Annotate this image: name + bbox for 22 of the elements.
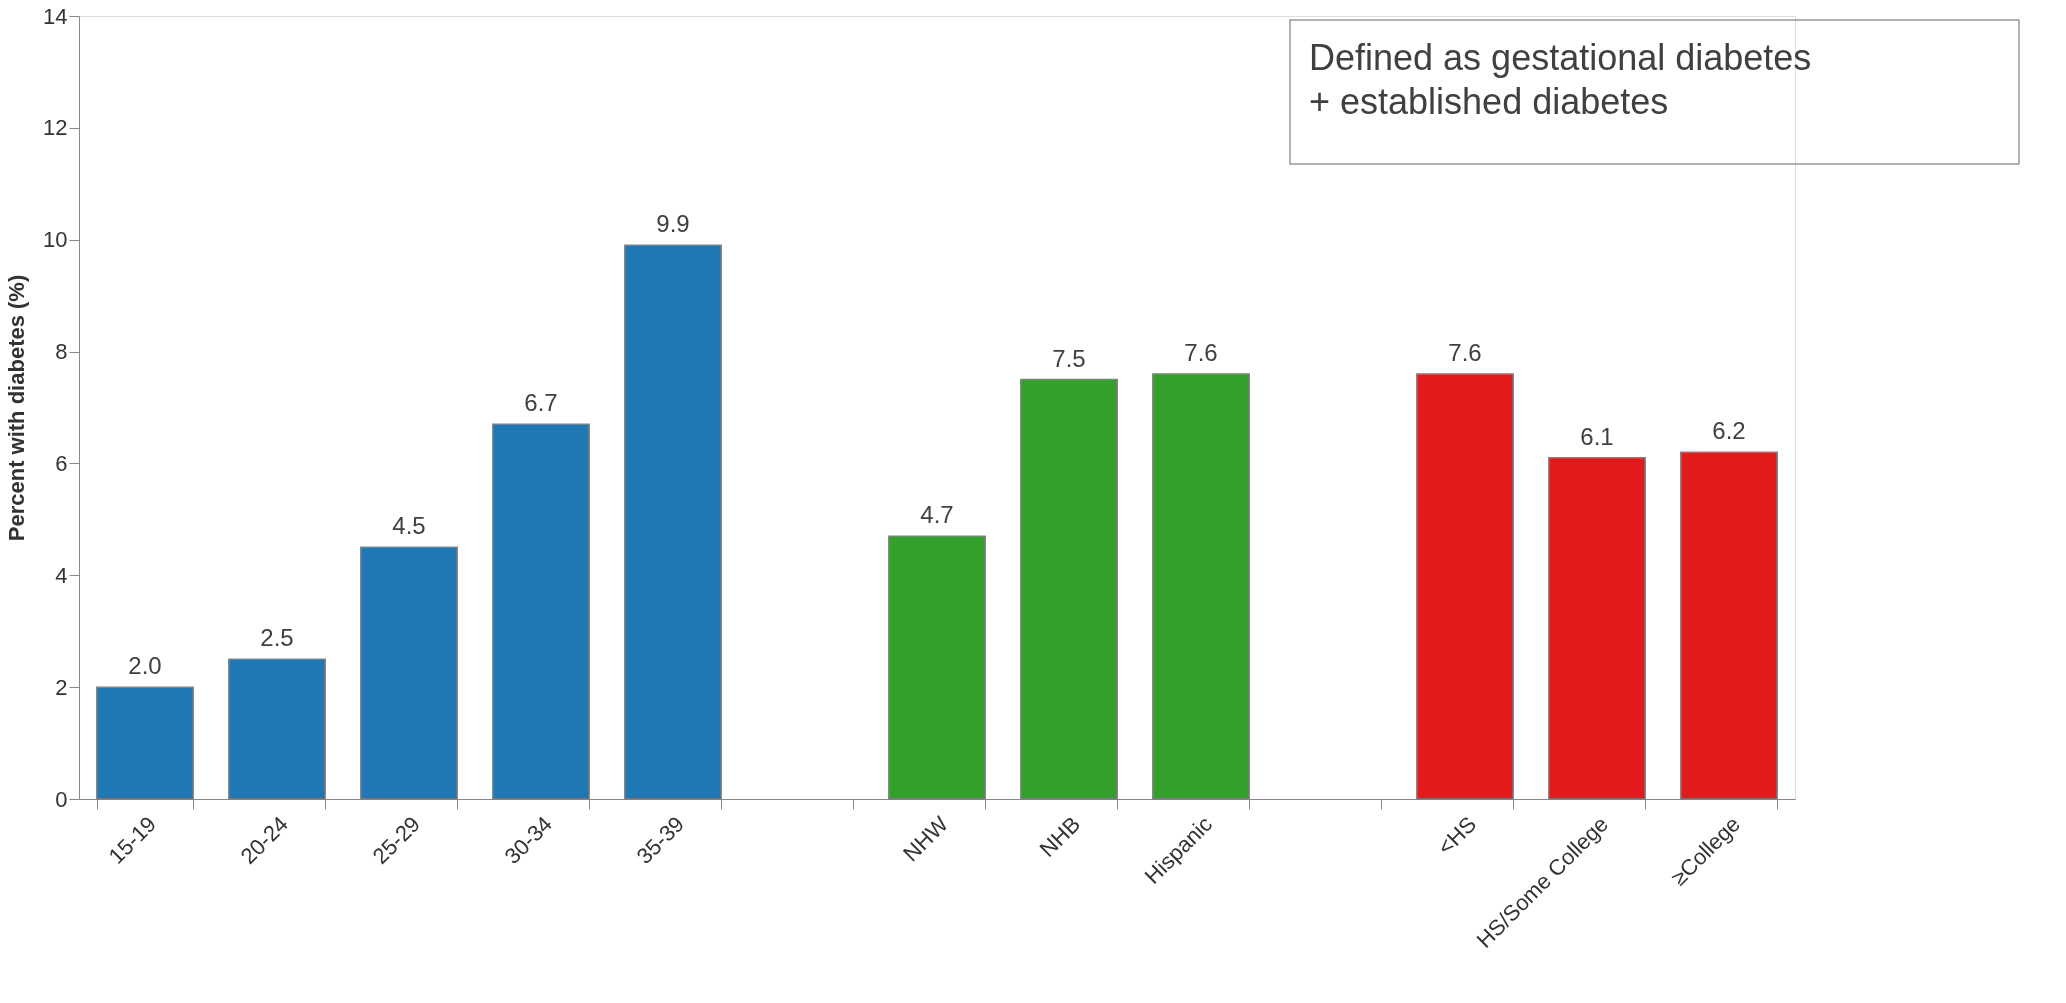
y-tick-label: 2 bbox=[55, 674, 68, 700]
y-tick-label: 4 bbox=[55, 562, 68, 588]
data-label: 6.7 bbox=[524, 389, 558, 417]
data-label: 4.5 bbox=[392, 512, 426, 540]
y-tick-label: 14 bbox=[43, 3, 68, 29]
y-tick-label: 10 bbox=[43, 227, 68, 253]
data-label: 2.5 bbox=[260, 624, 294, 652]
data-label: 9.9 bbox=[656, 210, 690, 238]
data-label: 6.2 bbox=[1712, 417, 1746, 445]
y-axis-title: Percent with diabetes (%) bbox=[4, 274, 30, 542]
data-label: 7.6 bbox=[1184, 338, 1218, 366]
y-tick-label: 12 bbox=[43, 115, 68, 141]
data-label: 2.0 bbox=[128, 652, 162, 680]
y-tick-label: 6 bbox=[55, 450, 68, 476]
data-label: 7.5 bbox=[1052, 344, 1086, 372]
y-tick-label: 0 bbox=[55, 786, 68, 812]
data-label: 7.6 bbox=[1448, 338, 1482, 366]
x-tick-label: <HS bbox=[1432, 811, 1482, 860]
annotation: Defined as gestational diabetes + established diabetes bbox=[1309, 37, 1812, 122]
data-label: 4.7 bbox=[920, 501, 954, 529]
data-label: 6.1 bbox=[1580, 422, 1614, 450]
y-tick-label: 8 bbox=[55, 339, 68, 365]
